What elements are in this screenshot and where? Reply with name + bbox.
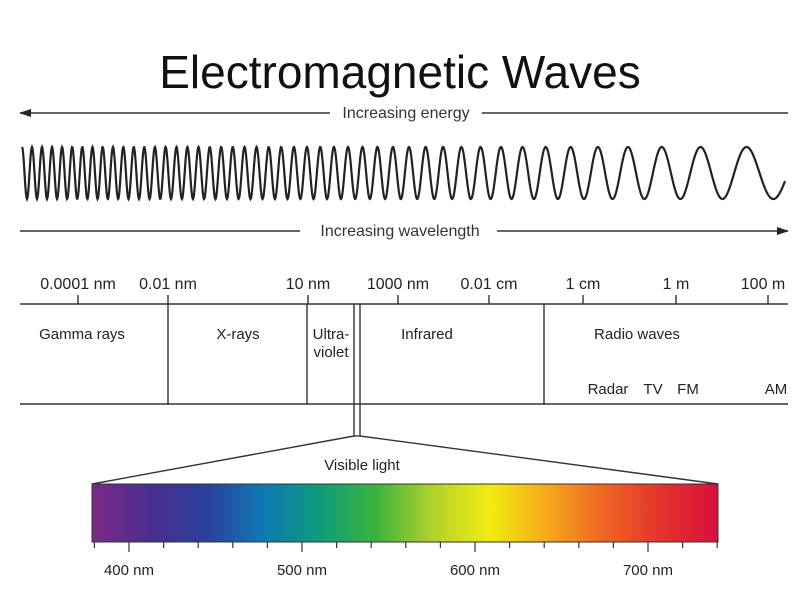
energy-arrow-label: Increasing energy <box>342 105 469 122</box>
spectrum-axis-labels: 400 nm 500 nm 600 nm 700 nm <box>104 562 673 579</box>
scale-tick-label: 10 nm <box>286 276 330 293</box>
region-label-gamma: Gamma rays <box>39 326 125 343</box>
region-label-ultraviolet-line2: violet <box>313 344 349 361</box>
spectrum-axis-ticks <box>93 542 718 552</box>
scale-tick-label: 1000 nm <box>367 276 429 293</box>
scale-tick-label: 0.01 nm <box>139 276 197 293</box>
spectrum-tick-label: 500 nm <box>277 562 327 579</box>
page-title: Electromagnetic Waves <box>159 46 640 98</box>
scale-tick-labels: 0.0001 nm 0.01 nm 10 nm 1000 nm 0.01 cm … <box>40 276 785 293</box>
scale-tick-label: 100 m <box>741 276 785 293</box>
wave-curve <box>20 143 787 203</box>
visible-light-label: Visible light <box>324 457 400 474</box>
region-label-infrared: Infrared <box>401 326 453 343</box>
radio-band-label: FM <box>677 381 699 398</box>
radio-band-label: AM <box>765 381 788 398</box>
scale-tick-label: 1 m <box>663 276 690 293</box>
scale-tick-label: 0.01 cm <box>461 276 518 293</box>
scale-ticks <box>77 295 769 304</box>
region-label-ultraviolet-line1: Ultra- <box>313 326 350 343</box>
scale-tick-label: 1 cm <box>566 276 601 293</box>
region-label-radio: Radio waves <box>594 326 680 343</box>
radio-band-label: Radar <box>588 381 629 398</box>
visible-expansion-left <box>91 435 355 485</box>
region-label-xrays: X-rays <box>216 326 259 343</box>
wavelength-arrow-label: Increasing wavelength <box>320 223 479 240</box>
radio-band-label: TV <box>643 381 662 398</box>
visible-expansion-right <box>359 435 719 485</box>
scale-tick-label: 0.0001 nm <box>40 276 116 293</box>
spectrum-tick-label: 700 nm <box>623 562 673 579</box>
spectrum-tick-label: 600 nm <box>450 562 500 579</box>
spectrum-tick-label: 400 nm <box>104 562 154 579</box>
visible-spectrum-bar <box>91 483 719 543</box>
